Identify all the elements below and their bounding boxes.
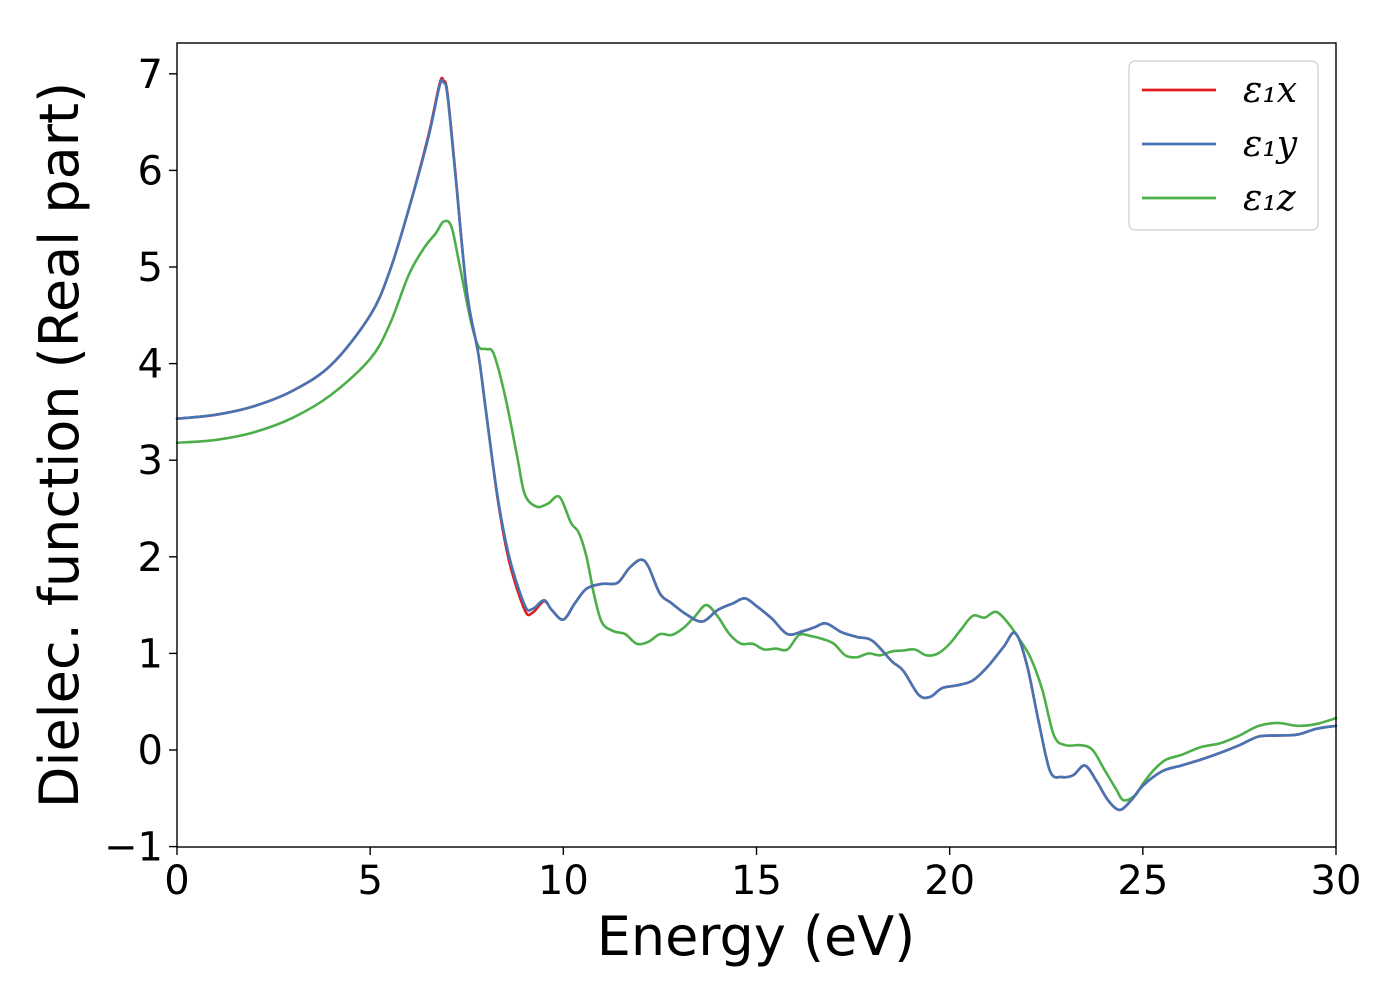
- series-layer: [175, 76, 1338, 812]
- legend-label: ε₁x: [1243, 70, 1297, 111]
- x-tick-label: 15: [731, 858, 782, 904]
- legend-frame: [1128, 60, 1319, 231]
- legend-label: ε₁z: [1243, 178, 1297, 219]
- y-tick-label: 3: [138, 438, 163, 484]
- y-tick-label: 7: [138, 52, 163, 98]
- legend-label: ε₁y: [1243, 124, 1298, 165]
- x-tick-label: 0: [164, 858, 189, 904]
- y-tick-label: −1: [104, 825, 163, 871]
- x-tick-label: 10: [538, 858, 589, 904]
- y-axis-ticks: −1 0 1 2 3 4 5 6 7: [104, 52, 177, 871]
- x-tick-label: 25: [1117, 858, 1168, 904]
- x-tick-label: 5: [357, 858, 382, 904]
- y-tick-label: 6: [138, 148, 163, 194]
- y-tick-label: 2: [138, 535, 163, 581]
- y-tick-label: 4: [138, 342, 163, 388]
- y-tick-label: 0: [138, 728, 163, 774]
- x-axis-label: Energy (eV): [597, 905, 916, 968]
- y-tick-label: 1: [138, 631, 163, 677]
- series-line-3: [175, 219, 1338, 802]
- series-line-2: [175, 78, 1338, 812]
- x-axis-ticks: 0 5 10 15 20 25 30: [164, 847, 1361, 904]
- legend: ε₁x ε₁y ε₁z: [1128, 60, 1319, 231]
- y-axis-label: Dielec. function (Real part): [28, 82, 91, 808]
- x-tick-label: 20: [924, 858, 975, 904]
- y-tick-label: 5: [138, 245, 163, 291]
- x-tick-label: 30: [1311, 858, 1362, 904]
